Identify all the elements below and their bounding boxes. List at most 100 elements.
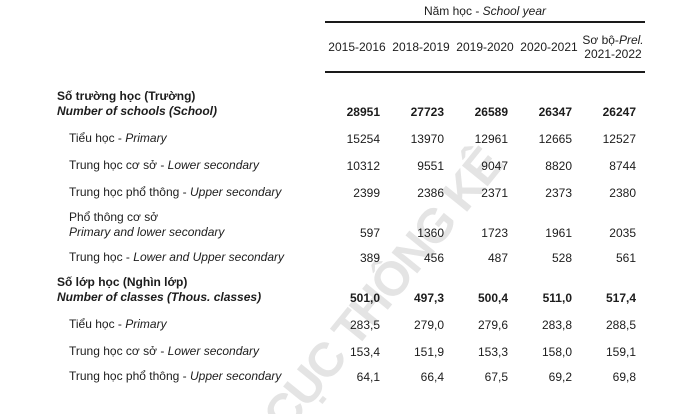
cell-value: 517,4 xyxy=(605,291,636,305)
group-title-separator: - xyxy=(471,4,483,18)
cell-value: 66,4 xyxy=(420,370,444,384)
cell-value: 597 xyxy=(359,226,380,240)
row-label-vi: Trung học xyxy=(69,250,123,264)
cell-value: 283,5 xyxy=(349,318,380,332)
cell-value: 561 xyxy=(615,251,636,265)
cell-value: 27723 xyxy=(410,105,444,119)
row-label-vi: Tiểu học xyxy=(69,317,115,331)
cell-value: 12665 xyxy=(538,132,572,146)
cell-value: 288,5 xyxy=(605,318,636,332)
table-row-number-of-schools: Số trường học (Trường) Number of schools… xyxy=(40,73,645,121)
row-label-en: Primary xyxy=(125,131,167,145)
table-row-lower-secondary-classes: Trung học cơ sở - Lower secondary 153,4 … xyxy=(40,334,645,361)
table-row-lower-and-upper-secondary-schools: Trung học - Lower and Upper secondary 38… xyxy=(40,242,645,267)
row-label-en: Lower secondary xyxy=(167,158,260,172)
cell-value: 26247 xyxy=(602,105,636,119)
row-label: Phổ thông cơ sở Primary and lower second… xyxy=(40,210,325,240)
row-label-en: Primary xyxy=(125,317,167,331)
cell-value: 511,0 xyxy=(542,291,572,305)
column-group-title: Năm học - School year xyxy=(325,0,645,21)
row-label-en: Primary and lower secondary xyxy=(69,225,225,239)
prelim-header-line2: 2021-2022 xyxy=(584,47,642,61)
cell-value: 487 xyxy=(487,251,508,265)
row-label: Trung học cơ sở - Lower secondary xyxy=(40,158,325,173)
label-separator: - xyxy=(157,158,168,172)
cell-value: 501,0 xyxy=(349,291,380,305)
cell-value: 2373 xyxy=(545,186,572,200)
label-separator: - xyxy=(114,317,126,331)
cell-value: 8744 xyxy=(609,159,636,173)
column-header-prelim-2021-2022: Sơ bộ-Prel. 2021-2022 xyxy=(581,33,645,61)
row-label-vi: Trung học phổ thông xyxy=(69,185,180,199)
cell-value: 26589 xyxy=(474,105,508,119)
cell-value: 279,6 xyxy=(477,318,508,332)
prelim-label-en: Prel. xyxy=(618,33,644,47)
header-bottom-rule xyxy=(325,71,645,73)
cell-value: 15254 xyxy=(346,132,380,146)
row-label-en: Upper secondary xyxy=(189,369,282,383)
cell-value: 1360 xyxy=(417,226,444,240)
row-label-en: Number of classes (Thous. classes) xyxy=(57,290,262,304)
row-label-en: Lower and Upper secondary xyxy=(133,250,285,264)
table-row-number-of-classes: Số lớp học (Nghìn lớp) Number of classes… xyxy=(40,267,645,307)
column-header-2020-2021: 2020-2021 xyxy=(520,40,578,54)
cell-value: 8820 xyxy=(545,159,572,173)
cell-value: 2386 xyxy=(417,186,444,200)
prelim-label-vi: Sơ bộ- xyxy=(582,33,619,47)
cell-value: 1961 xyxy=(545,226,572,240)
group-title-vi: Năm học xyxy=(423,4,472,18)
cell-value: 283,8 xyxy=(541,318,572,332)
cell-value: 12961 xyxy=(474,132,508,146)
schools-statistics-table: Năm học - School year 2015-2016 2018-201… xyxy=(40,0,645,386)
column-header-2018-2019: 2018-2019 xyxy=(392,40,450,54)
cell-value: 153,3 xyxy=(477,345,508,359)
table-row-primary-and-lower-secondary-schools: Phổ thông cơ sở Primary and lower second… xyxy=(40,202,645,242)
row-label-vi: Trung học cơ sở xyxy=(69,158,157,172)
cell-value: 2399 xyxy=(353,186,380,200)
row-label-vi: Số trường học (Trường) xyxy=(57,89,196,103)
prelim-header-line1: Sơ bộ-Prel. xyxy=(581,33,645,47)
group-title-en: School year xyxy=(482,4,547,18)
label-separator: - xyxy=(179,185,190,199)
cell-value: 159,1 xyxy=(605,345,636,359)
cell-value: 9551 xyxy=(417,159,444,173)
row-label-vi: Phổ thông cơ sở xyxy=(69,210,159,224)
header-top-rule xyxy=(325,21,645,23)
row-label-en: Lower secondary xyxy=(167,344,260,358)
row-label: Trung học phổ thông - Upper secondary xyxy=(40,369,325,384)
row-label: Tiểu học - Primary xyxy=(40,131,325,146)
table-body: Số trường học (Trường) Number of schools… xyxy=(40,73,645,386)
cell-value: 13970 xyxy=(410,132,444,146)
label-separator: - xyxy=(114,131,126,145)
table-row-primary-classes: Tiểu học - Primary 283,5 279,0 279,6 283… xyxy=(40,307,645,334)
cell-value: 1723 xyxy=(481,226,508,240)
label-separator: - xyxy=(179,369,190,383)
cell-value: 528 xyxy=(551,251,572,265)
cell-value: 2371 xyxy=(481,186,508,200)
table-row-upper-secondary-classes: Trung học phổ thông - Upper secondary 64… xyxy=(40,361,645,386)
cell-value: 9047 xyxy=(481,159,508,173)
cell-value: 12527 xyxy=(602,132,636,146)
row-label: Trung học cơ sở - Lower secondary xyxy=(40,344,325,359)
row-label-en: Upper secondary xyxy=(189,185,282,199)
cell-value: 153,4 xyxy=(349,345,380,359)
cell-value: 2380 xyxy=(609,186,636,200)
row-label-vi: Số lớp học (Nghìn lớp) xyxy=(57,275,188,289)
column-header-2019-2020: 2019-2020 xyxy=(456,40,514,54)
row-label-vi: Trung học phổ thông xyxy=(69,369,180,383)
row-label: Trung học phổ thông - Upper secondary xyxy=(40,185,325,200)
cell-value: 26347 xyxy=(538,105,572,119)
cell-value: 2035 xyxy=(609,226,636,240)
cell-value: 28951 xyxy=(346,105,380,119)
row-label: Tiểu học - Primary xyxy=(40,317,325,332)
table-row-lower-secondary-schools: Trung học cơ sở - Lower secondary 10312 … xyxy=(40,148,645,175)
cell-value: 497,3 xyxy=(413,291,444,305)
cell-value: 279,0 xyxy=(413,318,444,332)
cell-value: 67,5 xyxy=(484,370,508,384)
row-label-vi: Trung học cơ sở xyxy=(69,344,157,358)
cell-value: 456 xyxy=(423,251,444,265)
cell-value: 151,9 xyxy=(413,345,444,359)
cell-value: 64,1 xyxy=(356,370,380,384)
cell-value: 10312 xyxy=(346,159,380,173)
